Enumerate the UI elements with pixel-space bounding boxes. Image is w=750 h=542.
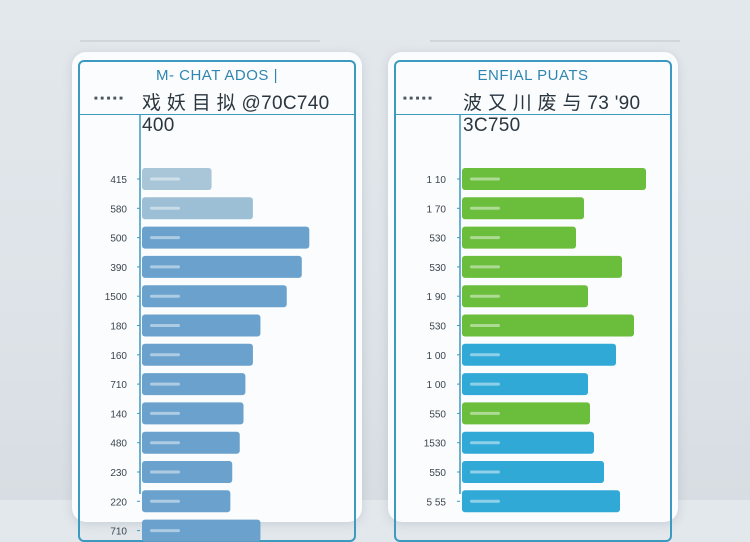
left-bar-chart: 415 580 500 390 1500 180 160 710 140 480 230 220 710 (105, 114, 310, 542)
bar (462, 255, 622, 278)
bar-inner-label-mark (470, 265, 500, 269)
category-label: 710 (110, 527, 127, 538)
category-label: 220 (110, 497, 127, 508)
right-chart-card: ENFIAL PUATS ■ ■ ■ ■ ■ 波 又 川 废 与 73 '90 … (388, 52, 678, 542)
category-label: 180 (110, 322, 127, 333)
bar (462, 461, 604, 483)
bar (142, 314, 261, 337)
left-total-label: ■ ■ ■ ■ ■ (94, 96, 124, 102)
bar-inner-label-mark (150, 470, 180, 474)
bar-inner-label-mark (470, 353, 500, 357)
category-label: 230 (110, 468, 127, 479)
category-label: 140 (110, 409, 127, 420)
top-divider-right (430, 40, 680, 42)
bar (462, 431, 594, 454)
right-total-label: ■ ■ ■ ■ ■ (403, 96, 433, 102)
category-label: 1 90 (427, 292, 447, 303)
category-label: 480 (110, 439, 127, 450)
bar-inner-label-mark (470, 470, 500, 474)
bar-inner-label-mark (470, 499, 500, 503)
bar-inner-label-mark (470, 324, 500, 327)
right-bar-chart: 1 10 1 70 530 530 1 90 530 1 00 1 00 550 1530 550 5… (424, 114, 646, 513)
category-label: 1 10 (427, 175, 447, 186)
right-chart-total: 波 又 川 废 与 73 '90 3C750 (463, 93, 641, 136)
bar-inner-label-mark (150, 499, 180, 503)
bar-inner-label-mark (150, 529, 180, 533)
bar-inner-label-mark (150, 441, 180, 445)
bar-inner-label-mark (150, 324, 180, 327)
bar (142, 226, 310, 249)
bar (462, 226, 576, 249)
bar (142, 461, 233, 483)
bar (462, 285, 588, 308)
category-label: 160 (110, 351, 127, 362)
bar-inner-label-mark (470, 177, 500, 181)
bar (142, 373, 246, 396)
category-label: 415 (110, 175, 127, 186)
bar (462, 197, 584, 220)
left-chart-title: M- CHAT ADOS | (155, 67, 279, 84)
category-label: 1 70 (427, 204, 447, 215)
left-chart-card: M- CHAT ADOS | ■ ■ ■ ■ ■ 戏 妖 目 拟 @70C740… (72, 52, 362, 542)
bar-inner-label-mark (150, 411, 180, 415)
category-label: 1 00 (427, 380, 447, 391)
category-label: 550 (429, 409, 446, 420)
bar-inner-label-mark (150, 177, 180, 181)
category-label: 5 55 (427, 497, 447, 508)
category-label: 1530 (424, 439, 447, 450)
bar-inner-label-mark (470, 236, 500, 240)
category-label: 530 (429, 234, 446, 245)
bar (462, 343, 616, 366)
left-header-rule (80, 114, 354, 115)
bar-inner-label-mark (150, 265, 180, 269)
bar-inner-label-mark (150, 382, 180, 386)
bar-inner-label-mark (150, 294, 180, 298)
left-chart-total: 戏 妖 目 拟 @70C740 400 (142, 93, 330, 136)
bar (142, 255, 302, 278)
right-chart-title: ENFIAL PUATS (477, 67, 589, 84)
bar-inner-label-mark (470, 441, 500, 445)
category-label: 390 (110, 263, 127, 274)
category-label: 500 (110, 234, 127, 245)
bar-inner-label-mark (470, 294, 500, 298)
bar (142, 168, 212, 190)
category-label: 1500 (105, 292, 128, 303)
bar (142, 285, 287, 308)
bar-inner-label-mark (470, 411, 500, 415)
bar-inner-label-mark (150, 353, 180, 357)
bar (142, 343, 253, 366)
category-label: 1 00 (427, 351, 447, 362)
category-label: 550 (429, 468, 446, 479)
bar (462, 402, 590, 425)
bar (462, 168, 646, 190)
category-label: 530 (429, 263, 446, 274)
bar (142, 197, 253, 220)
bar-inner-label-mark (150, 236, 180, 240)
bar (462, 314, 634, 337)
bar-inner-label-mark (470, 382, 500, 386)
bar (142, 431, 240, 454)
bar-inner-label-mark (470, 206, 500, 210)
bar (142, 402, 244, 425)
bar (462, 373, 588, 396)
category-label: 530 (429, 322, 446, 333)
right-header-rule (396, 114, 670, 115)
category-label: 710 (110, 380, 127, 391)
bar-inner-label-mark (150, 206, 180, 210)
category-label: 580 (110, 204, 127, 215)
top-divider-left (80, 40, 320, 42)
